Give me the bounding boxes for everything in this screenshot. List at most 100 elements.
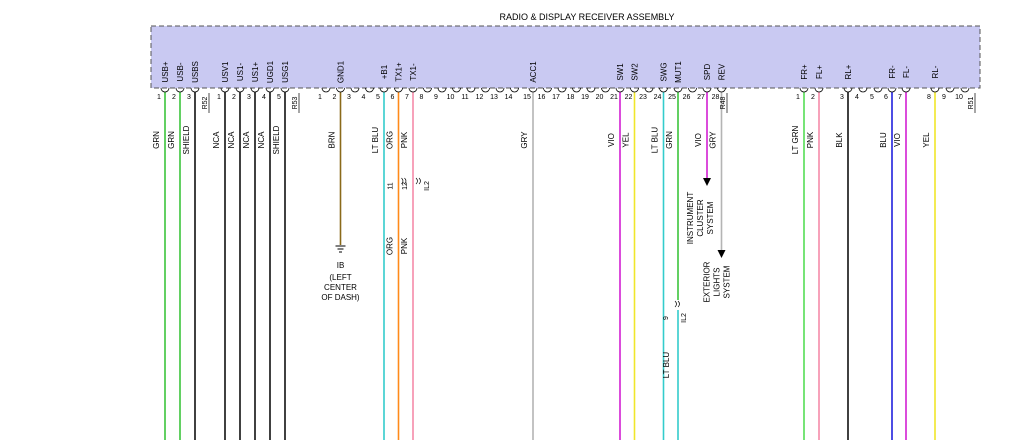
pin-number-label: 3 <box>840 94 844 101</box>
pin-terminal <box>481 87 490 93</box>
assembly-title: RADIO & DISPLAY RECEIVER ASSEMBLY <box>499 12 674 22</box>
pin-name-label: SWG <box>660 62 669 81</box>
destination-label: SYSTEM <box>706 201 715 234</box>
pin-terminal <box>265 87 275 93</box>
connector-label-r52: R52 <box>202 96 209 109</box>
pin-name-label: UGD1 <box>266 60 275 83</box>
pin-number-label: 2 <box>232 94 236 101</box>
pin-number-label: 5 <box>277 94 281 101</box>
ground-desc: OF DASH) <box>321 293 360 302</box>
pin-number-label: 8 <box>420 94 424 101</box>
pin-number-label: 9 <box>434 94 438 101</box>
wire-color-label: YEL <box>922 132 931 148</box>
pin-number-label: 4 <box>855 94 859 101</box>
pin-number-label: 21 <box>610 94 618 101</box>
wire-color-label: BRN <box>328 131 337 148</box>
pin-terminal <box>702 87 712 93</box>
pin-terminal <box>321 87 331 93</box>
wire-color-label: PNK <box>400 131 409 148</box>
pin-name-label: RL- <box>931 65 940 78</box>
pin-number-label: 20 <box>596 94 604 101</box>
pin-name-label: GND1 <box>337 60 346 83</box>
pin-terminal <box>930 87 940 93</box>
pin-terminal <box>365 87 374 93</box>
pin-number-label: 1 <box>318 94 322 101</box>
wire-color-label: GRN <box>152 131 161 149</box>
pin-terminal <box>901 87 911 93</box>
pin-name-label: MUT1 <box>674 61 683 83</box>
pin-terminal <box>873 87 883 93</box>
labels: USB+ 1 GRN USB- 2 GRN USBS 3 SHIELD USV1 1 NCA US1- 2… <box>152 60 976 378</box>
connector-label-r51: R51 <box>968 96 975 109</box>
wire-color-label: NCA <box>212 131 221 149</box>
inline-pin-number: 12 <box>402 182 409 190</box>
pin-number-label: 25 <box>668 94 676 101</box>
pin-number-label: 6 <box>391 94 395 101</box>
pin-number-label: 16 <box>538 94 546 101</box>
pin-name-label: RL+ <box>844 64 853 79</box>
inline-pin-number: 11 <box>388 182 395 189</box>
wire-color-label: VIO <box>694 133 703 147</box>
pin-terminal <box>528 87 538 93</box>
pin-terminal <box>644 87 654 93</box>
pin-number-label: 2 <box>333 94 337 101</box>
wire-color-label: LT GRN <box>791 125 800 154</box>
pin-name-label: USB- <box>176 62 185 81</box>
pin-terminal <box>379 87 389 93</box>
ground-desc: CENTER <box>324 283 357 292</box>
wire-color-label: SHIELD <box>182 125 191 154</box>
pin-terminal <box>423 87 432 93</box>
pin-name-label: US1+ <box>251 62 260 83</box>
pin-number-label: 24 <box>654 94 662 101</box>
wire-color-label: VIO <box>607 133 616 147</box>
destination-label: LIGHTS <box>713 268 722 297</box>
pin-terminal <box>280 87 290 93</box>
pin-terminal <box>630 87 639 93</box>
pin-name-label: SW1 <box>616 63 625 81</box>
pin-terminal <box>557 87 567 93</box>
wires <box>164 92 936 440</box>
receiver-assembly-box <box>150 25 981 89</box>
pin-terminal <box>437 87 447 93</box>
destination-label: SYSTEM <box>723 265 732 298</box>
pin-number-label: 13 <box>490 94 498 101</box>
destination-label: EXTERIOR <box>703 261 712 302</box>
wire-color-label: LT BLU <box>651 127 660 154</box>
ground-desc: (LEFT <box>329 273 351 282</box>
pins <box>160 87 970 93</box>
pin-number-label: 7 <box>898 94 902 101</box>
pin-terminal <box>466 87 476 93</box>
pin-number-label: 2 <box>811 94 815 101</box>
arrow-head <box>703 178 711 186</box>
pin-number-label: 11 <box>461 94 468 101</box>
pin-name-label: US1- <box>236 63 245 82</box>
pin-terminal <box>190 87 200 93</box>
wire-color-label: PNK <box>400 237 409 254</box>
pin-terminal <box>960 87 970 93</box>
pin-number-label: 10 <box>447 94 455 101</box>
wire-color-label: ORG <box>386 131 395 149</box>
pin-terminal <box>688 87 697 93</box>
wire-color-label: BLU <box>879 132 888 148</box>
pin-terminal <box>717 87 726 93</box>
pin-terminal <box>160 87 170 93</box>
pin-number-label: 14 <box>505 94 513 101</box>
wire-color-label: GRN <box>167 131 176 149</box>
wire-color-label: GRN <box>665 131 674 149</box>
wire-color-label: NCA <box>242 131 251 149</box>
connector-label-il2: IL2 <box>424 181 431 191</box>
wire-color-label: SHIELD <box>272 125 281 154</box>
pin-number-label: 23 <box>639 94 647 101</box>
pin-terminal <box>945 87 955 93</box>
destination-label: CLUSTER <box>696 199 705 237</box>
wire-color-label: VIO <box>893 133 902 147</box>
pin-name-label: SPD <box>703 64 712 81</box>
pin-name-label: TX1+ <box>395 62 404 82</box>
pin-terminal <box>350 87 360 93</box>
pin-terminal <box>336 87 345 93</box>
pin-name-label: FR- <box>888 65 897 79</box>
pin-number-label: 1 <box>157 94 161 101</box>
wire-color-label: YEL <box>622 132 631 148</box>
pin-number-label: 1 <box>217 94 221 101</box>
pin-number-label: 5 <box>376 94 380 101</box>
